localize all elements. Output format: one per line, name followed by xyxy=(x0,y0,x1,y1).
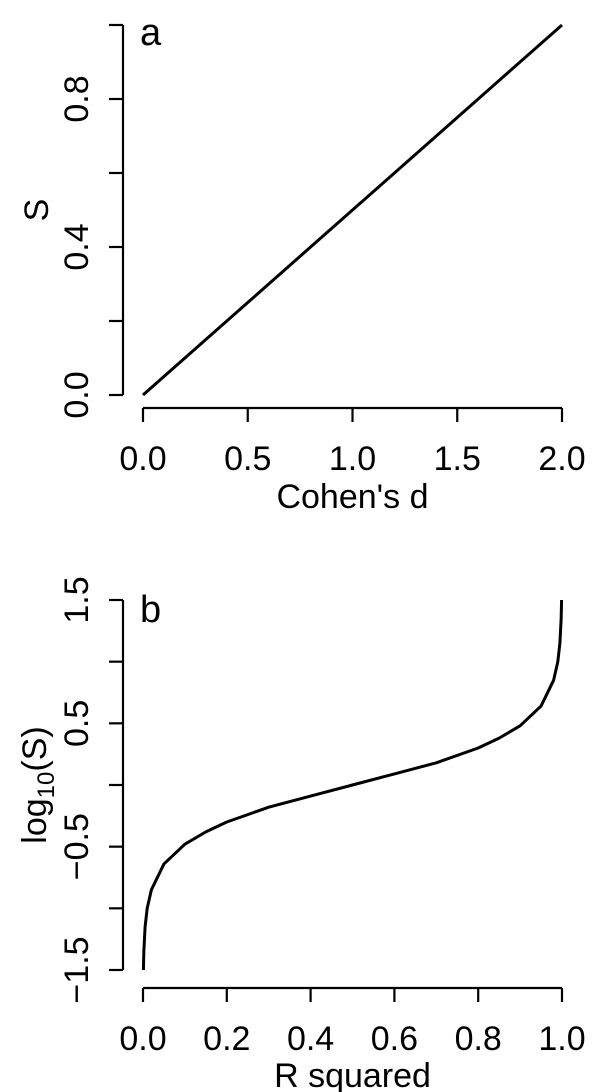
panel-a-series-line xyxy=(142,23,563,397)
panel-a-x-tick-label: 1.5 xyxy=(434,440,481,478)
panel-a-y-axis-title: S xyxy=(18,199,56,222)
panel-a-y-tick-label: 0.8 xyxy=(58,75,96,122)
panel-b-y-tick-label: 1.5 xyxy=(58,576,96,623)
panel-a-x-axis-title: Cohen's d xyxy=(276,478,428,516)
panel-b-x-tick-label: 0.2 xyxy=(203,1020,250,1058)
panel-b-y-tick-label: −0.5 xyxy=(58,813,96,880)
panel-b-letter: b xyxy=(140,589,161,631)
panel-b-x-tick-label: 0.0 xyxy=(119,1020,166,1058)
panel-b-x-tick-label: 1.0 xyxy=(538,1020,585,1058)
panel-a-y-tick-label: 0.0 xyxy=(58,371,96,418)
panel-a: 0.0 0.5 1.0 1.5 2.0 0.0 0.4 0.8 Cohen's d Sa xyxy=(18,12,586,516)
panel-a-letter: a xyxy=(140,12,162,54)
panel-a-x-tick-label: 2.0 xyxy=(538,440,585,478)
panel-a-y-tick-label: 0.4 xyxy=(58,223,96,270)
panel-b-x-tick-label: 0.6 xyxy=(371,1020,418,1058)
panel-b-y-tick-label: −1.5 xyxy=(58,936,96,1003)
panel-a-x-tick-label: 1.0 xyxy=(329,440,376,478)
panel-b-series-line xyxy=(141,599,564,971)
panel-b-x-tick-label: 0.4 xyxy=(287,1020,334,1058)
panel-a-x-tick-label: 0.5 xyxy=(224,440,271,478)
panel-a-x-tick-label: 0.0 xyxy=(119,440,166,478)
panel-b-y-axis-title: log10(S) xyxy=(16,726,60,843)
panel-b-x-axis-title: R squared xyxy=(274,1057,431,1092)
panel-b: 0.0 0.2 0.4 0.6 0.8 1.0 −1.5 −0.5 0.5 1.5 R square… xyxy=(16,576,586,1092)
panel-b-x-tick-label: 0.8 xyxy=(455,1020,502,1058)
panel-b-y-tick-label: 0.5 xyxy=(58,700,96,747)
